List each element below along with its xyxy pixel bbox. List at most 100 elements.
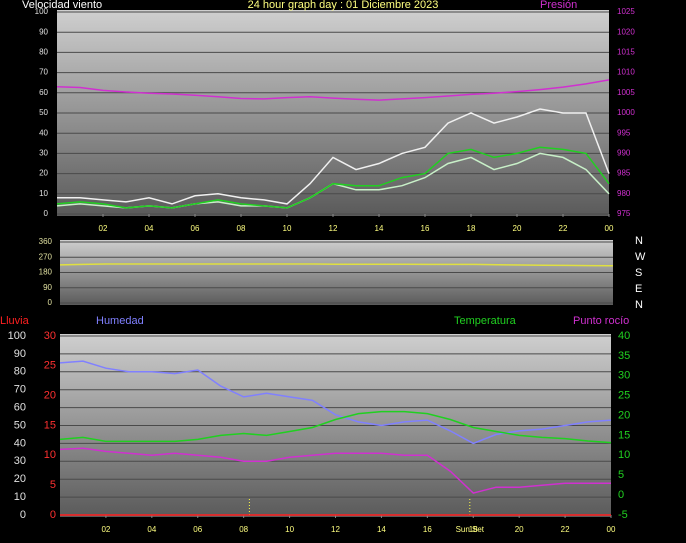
x-tick-label: 12 [329,224,338,233]
y3ticks-label: 20 [44,390,56,402]
yticks-label: 50 [14,419,26,431]
y2ticks-label: 15 [618,429,630,441]
yticks-label: 60 [39,88,48,97]
x-tick-label: 00 [607,525,616,534]
yticks-label: 70 [39,68,48,77]
series-line [57,108,610,205]
sun-label: Sun Set [456,525,485,534]
y2ticks-label: 1025 [617,7,635,16]
series-name: Temperatura [454,315,517,327]
yticks-label: 50 [39,108,48,117]
x-tick-label: 06 [193,525,202,534]
x-tick-label: 16 [423,525,432,534]
yticks-label: 100 [35,7,49,16]
yticks-label: 360 [39,237,53,246]
x-tick-label: 14 [375,224,384,233]
series-line [59,360,612,445]
y2ticks-label: 5 [618,469,624,481]
direction-label: S [635,267,642,279]
y2ticks-label: 20 [618,409,630,421]
yticks-label: 100 [8,330,26,342]
y2ticks-label: 1015 [617,48,635,57]
series-line [56,146,610,209]
series-line [59,447,611,494]
y2ticks-label: 980 [617,189,631,198]
y2ticks-label: 0 [618,489,624,501]
yticks-label: 40 [14,437,26,449]
x-tick-label: 10 [285,525,294,534]
y3ticks-label: 15 [44,419,56,431]
series-name: Lluvia [0,315,30,327]
y2ticks-label: 990 [617,149,631,158]
y2ticks-label: 995 [617,128,631,137]
y3ticks-label: 30 [44,330,56,342]
chart-title: 24 hour graph day : 01 Diciembre 2023 [248,0,439,11]
yticks-label: 0 [48,298,53,307]
x-tick-label: 14 [377,525,386,534]
y2ticks-label: 35 [618,350,630,362]
yticks-label: 70 [14,384,26,396]
series-line [56,79,610,101]
x-tick-label: 10 [283,224,292,233]
x-tick-label: 20 [513,224,522,233]
y2-axis-label: Presión [540,0,577,11]
y3ticks-label: 25 [44,360,56,372]
y2ticks-label: 1010 [617,68,635,77]
yticks-label: 90 [14,348,26,360]
yticks-label: 180 [39,268,53,277]
yticks-label: 80 [39,48,48,57]
y2ticks-label: 25 [618,390,630,402]
x-tick-label: 04 [147,525,156,534]
yticks-label: 0 [20,509,26,521]
x-tick-label: 08 [239,525,248,534]
series-name: Punto rocío [573,315,629,327]
yticks-label: 20 [39,169,48,178]
direction-label: N [635,299,643,311]
direction-label: W [635,251,646,263]
x-tick-label: 22 [561,525,570,534]
yticks-label: 60 [14,402,26,414]
y2ticks-label: 1005 [617,88,635,97]
yticks-label: 0 [44,209,49,218]
y3ticks-label: 10 [44,449,56,461]
y2ticks-label: 975 [617,209,631,218]
yticks-label: 20 [14,473,26,485]
series-line [59,263,614,267]
x-tick-label: 20 [515,525,524,534]
yticks-label: 90 [39,27,48,36]
x-tick-label: 22 [559,224,568,233]
y2ticks-label: 1020 [617,27,635,36]
y3ticks-label: 0 [50,509,56,521]
yticks-label: 90 [43,283,52,292]
x-tick-label: 02 [99,224,108,233]
x-tick-label: 02 [101,525,110,534]
series-line [59,410,612,444]
direction-label: E [635,283,642,295]
y2ticks-label: 1000 [617,108,635,117]
y2ticks-label: 985 [617,169,631,178]
yticks-label: 30 [39,149,48,158]
series-name: Humedad [96,315,144,327]
x-tick-label: 18 [467,224,476,233]
x-tick-label: 00 [605,224,614,233]
yticks-label: 40 [39,128,48,137]
yticks-label: 10 [39,189,48,198]
y3ticks-label: 5 [50,479,56,491]
yticks-label: 30 [14,455,26,467]
yticks-label: 10 [14,491,26,503]
direction-label: N [635,235,643,247]
x-tick-label: 06 [191,224,200,233]
yticks-label: 80 [14,366,26,378]
yticks-label: 270 [39,252,53,261]
y-axis-label: Velocidad viento [22,0,102,11]
y2ticks-label: 30 [618,370,630,382]
x-tick-label: 08 [237,224,246,233]
y2ticks-label: 10 [618,449,630,461]
x-tick-label: 18 [469,525,478,534]
y2ticks-label: 40 [618,330,630,342]
x-tick-label: 04 [145,224,154,233]
y2ticks-label: -5 [618,509,628,521]
x-tick-label: 12 [331,525,340,534]
